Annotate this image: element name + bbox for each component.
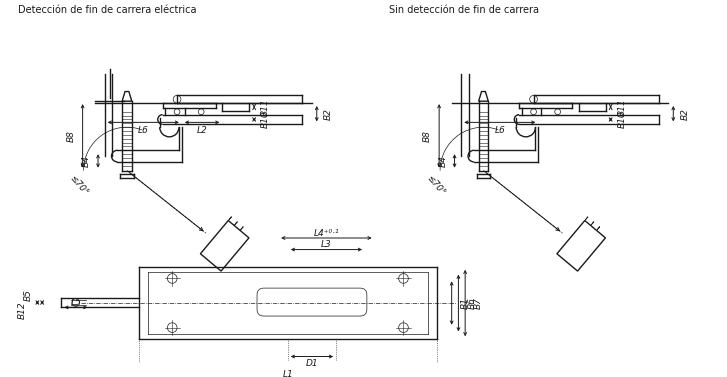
Text: B7: B7: [474, 297, 483, 309]
Text: B8: B8: [67, 130, 76, 142]
FancyArrowPatch shape: [235, 222, 237, 225]
Text: B4: B4: [438, 155, 448, 167]
Text: B11: B11: [261, 98, 270, 116]
FancyArrowPatch shape: [229, 217, 231, 220]
Text: B2: B2: [324, 108, 333, 120]
Text: B10: B10: [618, 111, 627, 128]
Text: B4: B4: [82, 155, 91, 167]
Text: Sin detección de fin de carrera: Sin detección de fin de carrera: [389, 5, 539, 15]
FancyArrowPatch shape: [585, 217, 588, 220]
Text: B2: B2: [680, 108, 689, 120]
FancyArrowPatch shape: [591, 222, 594, 225]
Text: L6: L6: [494, 126, 505, 135]
Text: B8: B8: [423, 130, 432, 142]
Text: B5: B5: [24, 289, 33, 301]
Text: ≤70°: ≤70°: [68, 173, 89, 197]
Text: ≤70°: ≤70°: [425, 173, 446, 197]
Text: L6: L6: [138, 126, 149, 135]
Text: B6: B6: [467, 297, 476, 309]
Text: D1: D1: [305, 359, 318, 368]
Text: L3: L3: [321, 240, 332, 249]
Text: B12: B12: [17, 302, 26, 319]
Text: L5: L5: [71, 298, 81, 307]
Text: B11: B11: [618, 98, 627, 116]
Text: B10: B10: [261, 111, 270, 128]
Text: L1: L1: [283, 370, 293, 377]
FancyArrowPatch shape: [597, 227, 600, 230]
Text: Detección de fin de carrera eléctrica: Detección de fin de carrera eléctrica: [18, 5, 196, 15]
Text: B1: B1: [461, 297, 470, 309]
Text: L4⁺⁰·¹: L4⁺⁰·¹: [313, 229, 340, 238]
FancyArrowPatch shape: [241, 227, 244, 230]
Text: L2: L2: [197, 126, 207, 135]
